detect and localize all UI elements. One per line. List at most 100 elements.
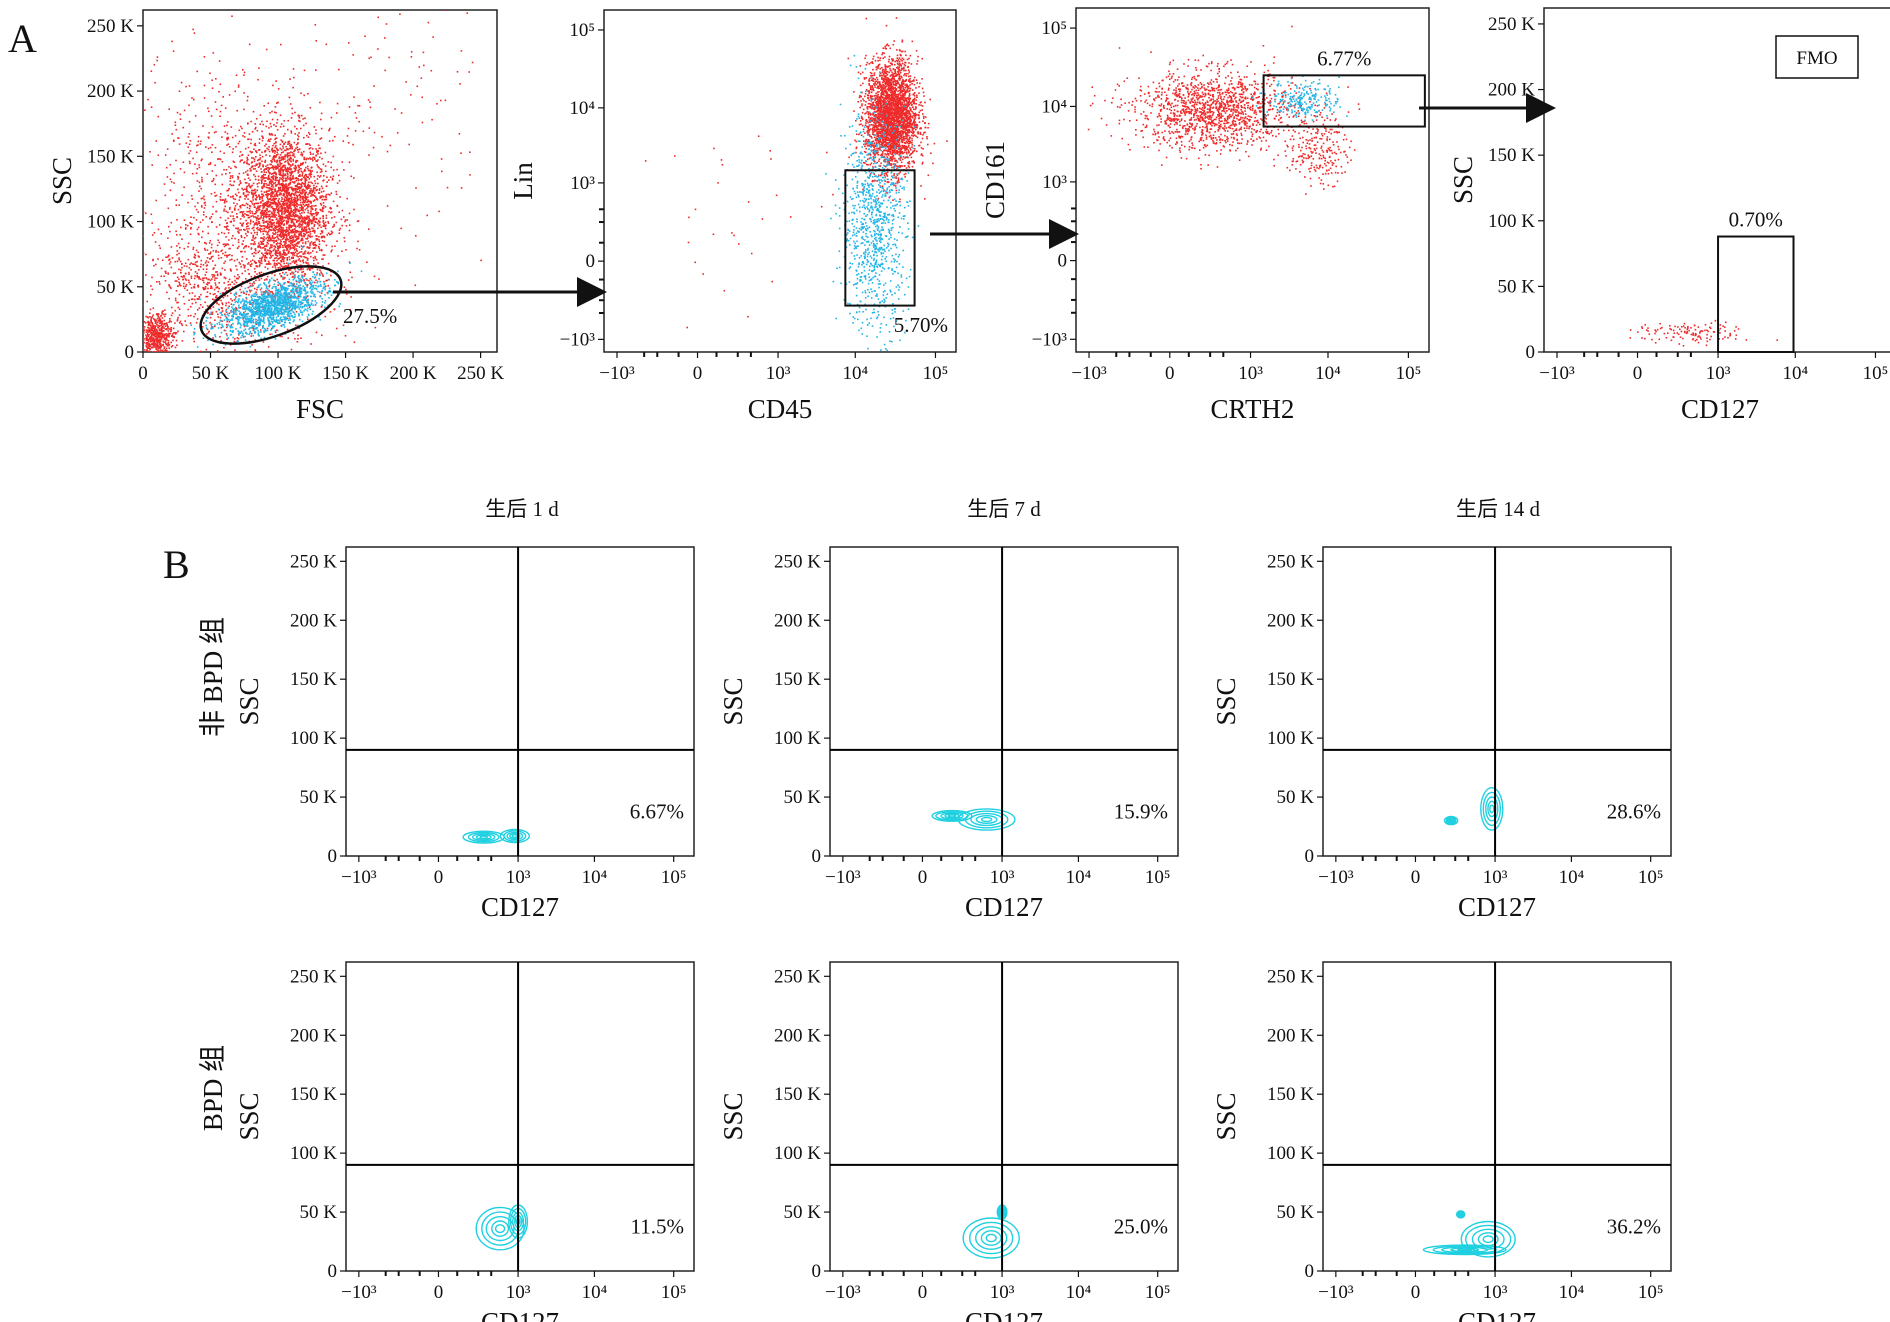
event-dot bbox=[278, 246, 281, 248]
event-dot bbox=[288, 214, 290, 216]
event-dot bbox=[159, 332, 162, 334]
event-dot bbox=[283, 219, 285, 222]
event-dot bbox=[303, 228, 305, 231]
event-dot bbox=[239, 218, 242, 220]
event-dot bbox=[269, 226, 271, 228]
event-dot bbox=[284, 173, 286, 176]
event-dot bbox=[287, 178, 289, 180]
event-dot bbox=[154, 338, 156, 341]
event-dot bbox=[276, 154, 278, 156]
event-dot bbox=[246, 234, 248, 237]
event-dot bbox=[293, 234, 296, 237]
event-dot bbox=[228, 305, 230, 308]
event-dot bbox=[297, 259, 300, 261]
event-dot bbox=[297, 236, 300, 239]
event-dot bbox=[290, 130, 292, 132]
event-dot bbox=[274, 179, 277, 182]
event-dot bbox=[252, 235, 254, 238]
event-dot bbox=[277, 245, 280, 248]
event-dot bbox=[277, 207, 280, 209]
event-dot bbox=[265, 191, 268, 194]
event-dot bbox=[292, 284, 294, 287]
event-dot bbox=[257, 221, 260, 223]
event-dot bbox=[309, 282, 311, 285]
event-dot bbox=[198, 298, 200, 300]
event-dot bbox=[279, 256, 282, 258]
event-dot bbox=[281, 158, 283, 160]
event-dot bbox=[194, 263, 197, 266]
event-dot bbox=[314, 264, 317, 267]
event-dot bbox=[267, 215, 269, 218]
event-dot bbox=[308, 173, 310, 176]
event-dot bbox=[288, 240, 290, 243]
event-dot bbox=[254, 236, 257, 239]
event-dot bbox=[265, 165, 267, 167]
event-dot bbox=[197, 144, 199, 146]
event-dot bbox=[304, 241, 307, 243]
event-dot bbox=[271, 199, 274, 201]
event-dot bbox=[198, 181, 201, 184]
event-dot bbox=[297, 271, 299, 273]
event-dot bbox=[306, 207, 308, 210]
event-dot bbox=[319, 269, 321, 271]
event-dot bbox=[230, 167, 232, 170]
event-dot bbox=[331, 249, 333, 251]
event-dot bbox=[291, 210, 294, 213]
event-dot bbox=[302, 197, 304, 200]
event-dot bbox=[265, 237, 267, 240]
event-dot bbox=[155, 325, 157, 327]
event-dot bbox=[310, 208, 313, 210]
event-dot bbox=[256, 233, 258, 236]
event-dot bbox=[269, 239, 271, 242]
event-dot bbox=[232, 195, 234, 197]
event-dot bbox=[263, 239, 265, 241]
event-dot bbox=[164, 323, 167, 325]
event-dot bbox=[205, 277, 208, 280]
event-dot bbox=[320, 185, 323, 188]
event-dot bbox=[261, 294, 263, 296]
event-dot bbox=[389, 144, 392, 147]
event-dot bbox=[273, 224, 275, 227]
event-dot bbox=[208, 330, 210, 333]
event-dot bbox=[315, 196, 317, 199]
event-dot bbox=[216, 273, 219, 276]
event-dot bbox=[294, 197, 297, 200]
event-dot bbox=[156, 344, 158, 347]
event-dot bbox=[307, 93, 309, 95]
event-dot bbox=[156, 355, 158, 357]
event-dot bbox=[245, 225, 248, 228]
event-dot bbox=[229, 344, 232, 346]
event-dot bbox=[268, 177, 270, 180]
event-dot bbox=[250, 151, 253, 154]
event-dot bbox=[304, 242, 307, 245]
event-dot bbox=[202, 264, 205, 266]
event-dot bbox=[237, 274, 239, 276]
event-dot bbox=[268, 263, 270, 265]
event-dot bbox=[282, 278, 284, 280]
event-dot bbox=[317, 175, 319, 177]
event-dot bbox=[260, 247, 262, 249]
event-dot bbox=[143, 280, 144, 282]
event-dot bbox=[264, 180, 266, 182]
event-dot bbox=[263, 279, 266, 281]
event-dot bbox=[282, 135, 285, 137]
event-dot bbox=[168, 328, 170, 330]
event-dot bbox=[231, 175, 234, 177]
event-dot bbox=[242, 172, 245, 174]
event-dot bbox=[273, 142, 276, 145]
event-dot bbox=[309, 219, 312, 221]
event-dot bbox=[304, 181, 307, 183]
event-dot bbox=[219, 316, 222, 319]
event-dot bbox=[269, 247, 271, 250]
event-dot bbox=[199, 304, 202, 306]
event-dot bbox=[224, 269, 226, 271]
event-dot bbox=[348, 42, 350, 44]
event-dot bbox=[285, 271, 287, 274]
event-dot bbox=[171, 333, 174, 335]
event-dot bbox=[153, 325, 156, 327]
event-dot bbox=[273, 155, 275, 158]
event-dot bbox=[214, 183, 216, 186]
event-dot bbox=[230, 184, 233, 187]
event-dot bbox=[223, 210, 225, 212]
event-dot bbox=[273, 208, 275, 211]
